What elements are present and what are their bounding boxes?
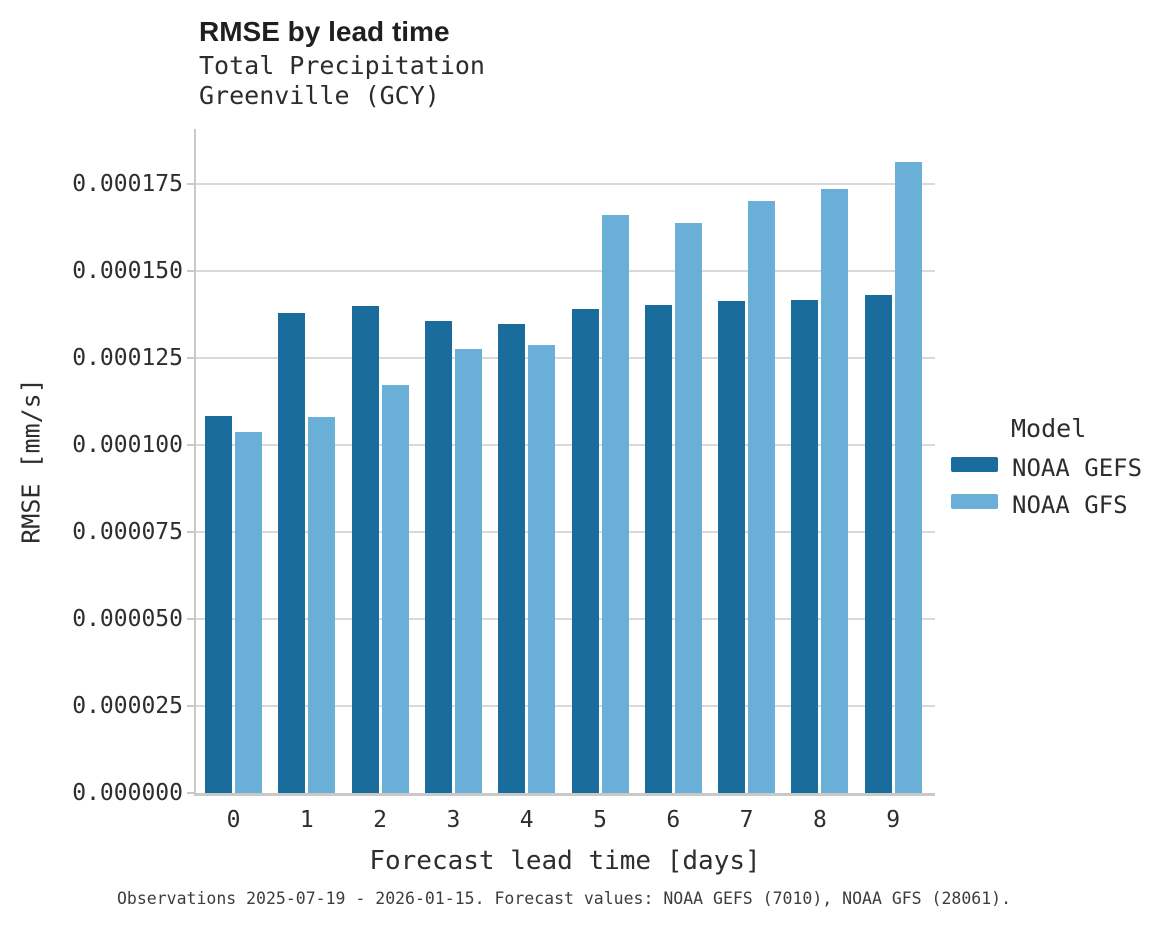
y-tick-mark-0.000150	[187, 269, 194, 272]
legend-title: Model	[1011, 414, 1087, 443]
bar-noaa-gefs-lead-0	[205, 416, 232, 793]
bar-noaa-gefs-lead-1	[278, 312, 306, 793]
y-gridline-0.000125	[196, 356, 935, 359]
y-tick-label-0.000175: 0.000175	[72, 170, 183, 197]
y-gridline-0.000075	[196, 530, 935, 533]
y-tick-label-0.000125: 0.000125	[72, 344, 183, 371]
x-tick-label-3: 3	[446, 807, 461, 833]
x-axis-spine	[194, 793, 935, 796]
bar-noaa-gefs-lead-8	[791, 300, 819, 793]
bar-noaa-gefs-lead-5	[571, 309, 599, 793]
bar-noaa-gfs-lead-0	[235, 432, 262, 793]
y-tick-mark-0.000025	[187, 704, 194, 707]
bar-noaa-gfs-lead-4	[528, 345, 556, 793]
legend-label: NOAA GEFS	[1012, 454, 1143, 482]
y-gridline-0.000150	[196, 269, 935, 272]
y-tick-label-0.000000: 0.000000	[72, 780, 183, 806]
bar-noaa-gfs-lead-1	[308, 416, 336, 793]
chart-subtitle-station: Greenville (GCY)	[199, 81, 440, 110]
y-tick-mark-0.000100	[187, 443, 194, 446]
x-tick-label-4: 4	[519, 807, 534, 833]
y-gridline-0.000025	[196, 704, 935, 707]
x-tick-label-5: 5	[593, 807, 607, 833]
legend-swatch-icon	[951, 457, 998, 472]
bar-noaa-gefs-lead-7	[718, 301, 746, 793]
y-gridline-0.000175	[196, 182, 935, 185]
y-tick-label-0.000100: 0.000100	[72, 431, 183, 458]
y-tick-label-0.000150: 0.000150	[72, 257, 183, 284]
y-tick-mark-0.000125	[187, 356, 194, 359]
bar-noaa-gefs-lead-9	[864, 295, 892, 793]
y-axis-spine	[194, 129, 196, 795]
y-tick-mark-0.000075	[187, 530, 194, 533]
bar-noaa-gefs-lead-4	[498, 323, 526, 793]
legend-label: NOAA GFS	[1012, 491, 1128, 519]
x-tick-label-8: 8	[812, 807, 827, 833]
y-tick-label-0.000075: 0.000075	[72, 518, 183, 545]
y-tick-mark-0.000000	[187, 792, 194, 794]
bar-noaa-gefs-lead-6	[644, 305, 672, 793]
bar-noaa-gfs-lead-9	[894, 162, 922, 793]
y-tick-label-0.000050: 0.000050	[72, 605, 183, 632]
x-tick-label-2: 2	[373, 807, 388, 833]
bar-noaa-gfs-lead-2	[381, 385, 409, 793]
bar-noaa-gfs-lead-3	[454, 348, 482, 793]
caption: Observations 2025-07-19 - 2026-01-15. Fo…	[116, 889, 1012, 908]
x-axis-title: Forecast lead time [days]	[369, 846, 761, 876]
y-tick-mark-0.000050	[187, 617, 194, 620]
y-tick-mark-0.000175	[187, 182, 194, 185]
chart-title: RMSE by lead time	[199, 16, 450, 47]
x-tick-label-0: 0	[226, 807, 241, 833]
bar-noaa-gefs-lead-2	[351, 306, 379, 793]
chart-subtitle-variable: Total Precipitation	[199, 51, 485, 80]
x-tick-label-7: 7	[739, 807, 754, 833]
x-tick-label-9: 9	[886, 807, 901, 833]
y-gridline-0.000050	[196, 617, 935, 620]
x-tick-label-1: 1	[299, 807, 314, 833]
y-tick-label-0.000025: 0.000025	[72, 692, 183, 719]
legend-swatch-icon	[951, 494, 998, 509]
bar-noaa-gfs-lead-7	[748, 201, 776, 793]
bar-noaa-gfs-lead-6	[674, 223, 702, 793]
bar-noaa-gefs-lead-3	[424, 321, 452, 793]
y-gridline-0.000100	[196, 443, 935, 446]
bar-noaa-gfs-lead-8	[821, 188, 849, 793]
plot-area	[187, 129, 935, 796]
bar-noaa-gfs-lead-5	[601, 215, 629, 793]
x-tick-label-6: 6	[666, 807, 681, 833]
